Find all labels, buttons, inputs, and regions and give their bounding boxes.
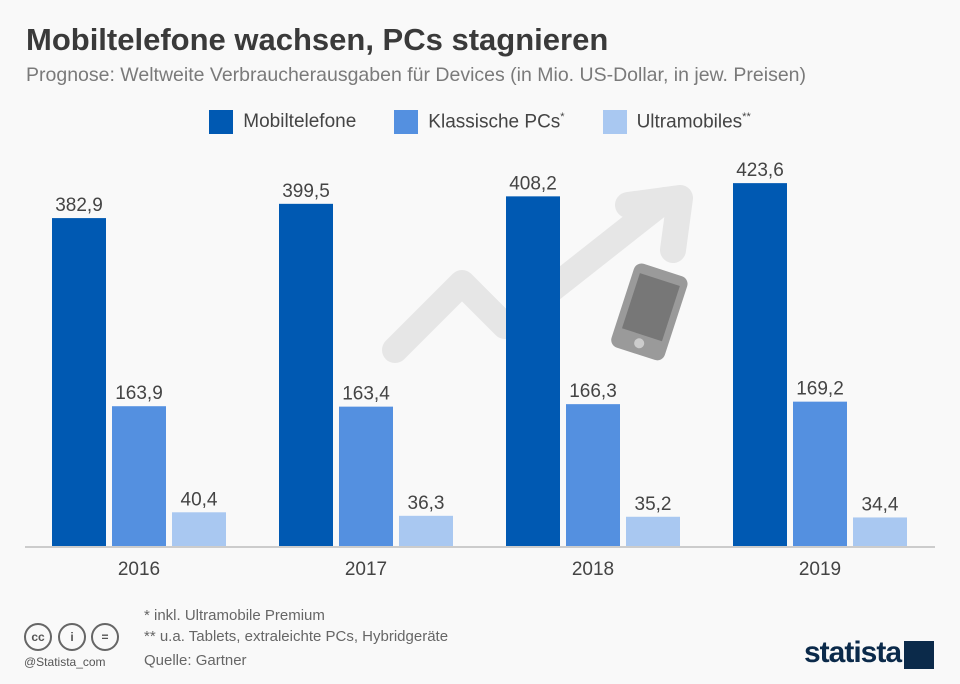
source: Quelle: Gartner: [144, 652, 247, 669]
bar: [339, 406, 393, 547]
statista-logo[interactable]: statista: [804, 636, 902, 669]
legend-swatch: [602, 110, 627, 134]
footnote-2: ** u.a. Tablets, extraleichte PCs, Hybri…: [144, 628, 449, 645]
bar: [793, 401, 847, 547]
bar: [506, 196, 560, 547]
bar: [399, 515, 453, 547]
trend-arrow-icon: [382, 185, 693, 363]
bar: [853, 517, 907, 547]
data-label: 35,2: [635, 494, 672, 515]
legend: Mobiltelefone Klassische PCs* Ultramobil…: [0, 110, 960, 134]
legend-item-mobiltelefone: Mobiltelefone: [209, 110, 356, 134]
data-label: 34,4: [862, 494, 899, 515]
bar: [52, 218, 106, 547]
bar: [733, 183, 787, 547]
data-label: 399,5: [282, 181, 330, 202]
data-label: 382,9: [55, 195, 103, 216]
bar: [626, 516, 680, 547]
x-tick-label: 2019: [799, 559, 841, 580]
chart-subtitle: Prognose: Weltweite Verbraucherausgaben …: [26, 64, 806, 86]
legend-footnote-mark: **: [742, 110, 751, 123]
bar: [112, 406, 166, 547]
data-label: 163,4: [342, 384, 390, 405]
bar: [172, 512, 226, 547]
data-label: 163,9: [115, 383, 163, 404]
bar: [279, 203, 333, 547]
noderivs-icon: =: [91, 623, 119, 651]
data-label: 169,2: [796, 379, 844, 400]
legend-swatch: [209, 110, 234, 134]
legend-item-ultramobiles: Ultramobiles**: [602, 110, 751, 134]
legend-label: Mobiltelefone: [243, 111, 357, 132]
data-label: 166,3: [569, 381, 617, 402]
data-label: 423,6: [736, 160, 784, 181]
x-tick-label: 2016: [118, 559, 160, 580]
data-label: 36,3: [408, 493, 445, 514]
footnote-1: * inkl. Ultramobile Premium: [144, 607, 325, 624]
legend-item-klassische-pcs: Klassische PCs*: [394, 110, 565, 134]
legend-label: Klassische PCs: [428, 111, 561, 133]
legend-footnote-mark: *: [560, 110, 565, 123]
twitter-handle: @Statista_com: [24, 655, 106, 669]
chart-title: Mobiltelefone wachsen, PCs stagnieren: [26, 22, 609, 57]
legend-label: Ultramobiles: [636, 111, 743, 133]
x-tick-label: 2017: [345, 559, 387, 580]
legend-swatch: [394, 110, 419, 134]
smartphone-icon: [611, 263, 688, 361]
data-label: 408,2: [509, 173, 557, 194]
cc-icon: cc: [24, 623, 52, 651]
statista-logo-icon: [904, 641, 934, 669]
data-label: 40,4: [181, 489, 218, 510]
bar: [566, 404, 620, 547]
attribution-icon: i: [58, 623, 86, 651]
x-tick-label: 2018: [572, 559, 614, 580]
